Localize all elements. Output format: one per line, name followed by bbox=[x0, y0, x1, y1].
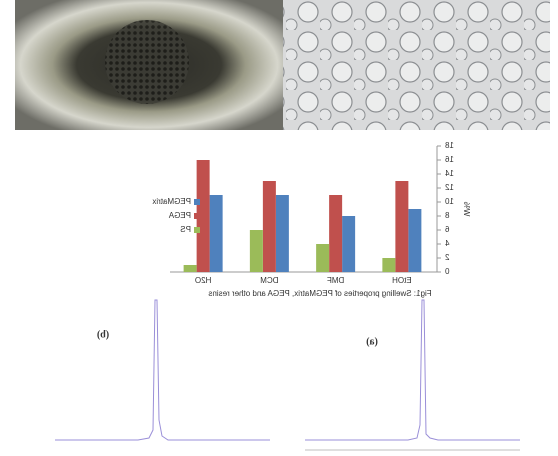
legend-label: PS bbox=[180, 225, 191, 234]
bar bbox=[342, 216, 356, 272]
legend-label: PEGA bbox=[168, 211, 191, 220]
bar bbox=[262, 181, 276, 272]
y-tick-label: 16 bbox=[444, 155, 453, 164]
figure-caption: Fig1: Swelling properties of PEGMatrix, … bbox=[208, 289, 431, 298]
bar bbox=[329, 195, 343, 272]
spectrum-a bbox=[305, 299, 520, 441]
bar bbox=[316, 244, 330, 272]
spectrum-b bbox=[55, 299, 270, 441]
legend-label: PEGMatrix bbox=[152, 197, 191, 206]
bar bbox=[196, 160, 210, 272]
y-tick-label: 18 bbox=[444, 141, 453, 150]
legend-swatch bbox=[194, 199, 200, 205]
legend-swatch bbox=[194, 213, 200, 219]
bar bbox=[275, 195, 289, 272]
x-tick-label: DCM bbox=[260, 276, 279, 285]
bar bbox=[249, 230, 263, 272]
bar bbox=[408, 209, 422, 272]
bar bbox=[395, 181, 409, 272]
y-tick-label: 14 bbox=[444, 169, 453, 178]
y-tick-label: 8 bbox=[444, 211, 449, 220]
y-tick-label: 4 bbox=[444, 239, 449, 248]
bar bbox=[183, 265, 197, 272]
bar bbox=[382, 258, 396, 272]
bubbles-photo bbox=[283, 0, 550, 130]
spectrum-label: (b) bbox=[97, 329, 109, 340]
x-tick-label: H2O bbox=[195, 276, 211, 285]
y-tick-label: 12 bbox=[444, 183, 453, 192]
y-tick-label: 0 bbox=[444, 267, 449, 276]
x-tick-label: EtOH bbox=[392, 276, 412, 285]
x-tick-label: DMF bbox=[327, 276, 344, 285]
legend-swatch bbox=[194, 227, 200, 233]
y-axis-label: W% bbox=[462, 202, 471, 217]
spectrum-label: (a) bbox=[366, 336, 378, 347]
bead-core bbox=[105, 20, 189, 104]
bar bbox=[209, 195, 223, 272]
y-tick-label: 2 bbox=[444, 253, 449, 262]
y-tick-label: 6 bbox=[444, 225, 449, 234]
y-tick-label: 10 bbox=[444, 197, 453, 206]
